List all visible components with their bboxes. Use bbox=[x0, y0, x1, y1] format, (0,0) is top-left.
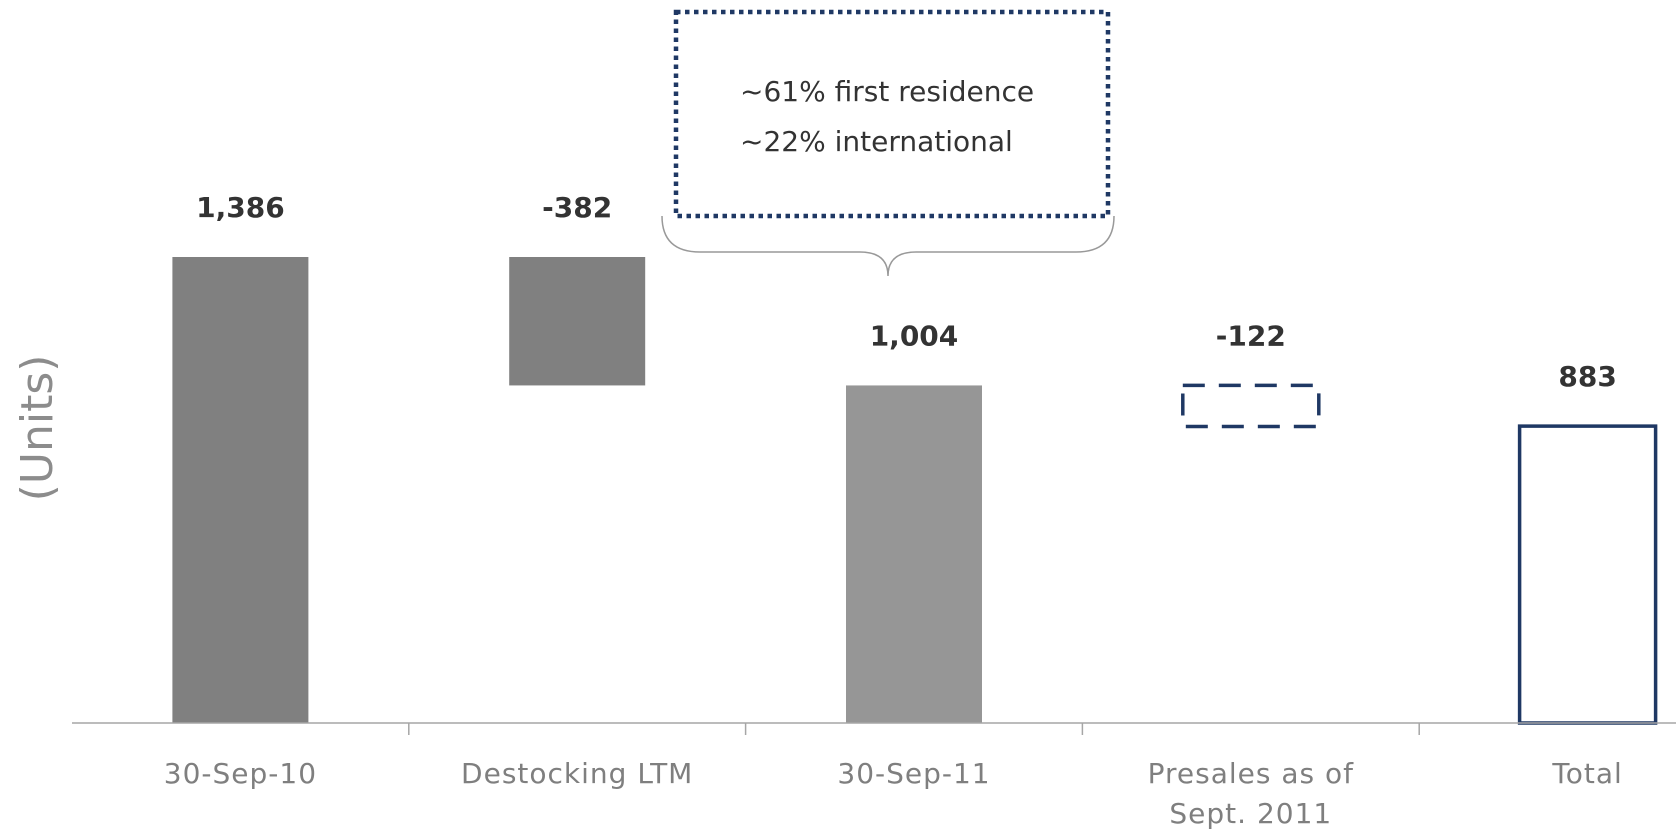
x-tick-label-2: Destocking LTM bbox=[461, 757, 693, 790]
bar-5 bbox=[1517, 424, 1658, 725]
callout-line-1: ~61% first residence bbox=[740, 75, 1034, 108]
x-tick-label-4: Presales as of Sept. 2011 bbox=[1148, 757, 1355, 830]
x-tick-label-1: 30-Sep-10 bbox=[164, 757, 317, 790]
data-label-3: 1,004 bbox=[870, 319, 959, 352]
x-axis-tick-labels: 30-Sep-10 Destocking LTM 30-Sep-11 Presales… bbox=[164, 757, 1622, 830]
callout-box bbox=[673, 9, 1111, 219]
x-axis-ticks bbox=[408, 723, 1420, 735]
y-axis-label: (Units) bbox=[12, 355, 63, 502]
data-label-4: -122 bbox=[1216, 319, 1286, 352]
callout-brace bbox=[661, 215, 1115, 277]
x-tick-label-3: 30-Sep-11 bbox=[837, 757, 990, 790]
x-tick-label-5: Total bbox=[1551, 757, 1622, 790]
bar-2 bbox=[509, 257, 646, 386]
callout-line-2: ~22% international bbox=[740, 125, 1013, 158]
bar-1 bbox=[172, 257, 309, 723]
data-label-1: 1,386 bbox=[196, 191, 285, 224]
bar-3 bbox=[846, 385, 982, 723]
data-label-2: -382 bbox=[542, 191, 612, 224]
data-labels-group: 1,386 -382 1,004 -122 883 bbox=[196, 191, 1617, 393]
annotation-callout: ~61% first residence ~22% international bbox=[661, 9, 1115, 277]
bar-4 bbox=[1181, 383, 1321, 429]
data-label-5: 883 bbox=[1558, 360, 1616, 393]
